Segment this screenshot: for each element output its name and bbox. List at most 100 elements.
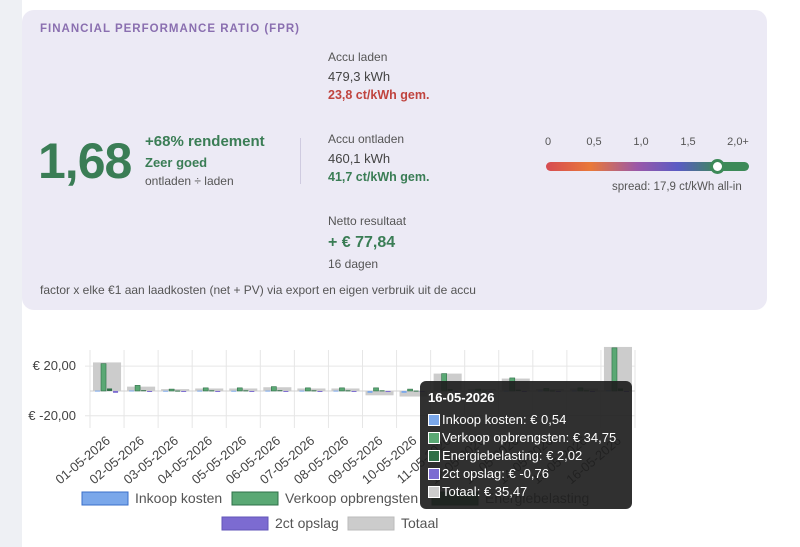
tooltip-text: Inkoop kosten: € 0,54	[442, 412, 567, 427]
bar-verkoop	[373, 387, 379, 392]
bar-totaal	[195, 388, 224, 391]
bar-opslag	[317, 390, 323, 392]
legend-swatch	[221, 516, 269, 531]
bar-verkoop	[305, 387, 311, 392]
bar-energie	[141, 390, 147, 392]
bar-totaal	[297, 388, 326, 391]
bar-opslag	[113, 390, 119, 393]
bar-verkoop	[168, 388, 175, 392]
legend-label: Inkoop kosten	[135, 490, 222, 506]
bar-inkoop	[231, 390, 237, 392]
bar-energie	[243, 390, 249, 392]
legend-swatch	[81, 491, 129, 506]
bar-energie	[379, 390, 385, 392]
netto-days: 16 dagen	[328, 257, 379, 271]
bar-totaal	[365, 390, 394, 396]
bar-energie	[311, 390, 317, 392]
bar-inkoop	[265, 390, 271, 392]
tooltip-swatch	[428, 467, 440, 480]
bar-verkoop	[100, 363, 107, 392]
bar-inkoop	[333, 390, 339, 392]
tooltip-row: Inkoop kosten: € 0,54	[428, 412, 566, 427]
fpr-footer-note: factor x elke €1 aan laadkosten (net + P…	[40, 283, 476, 297]
bar-energie	[413, 390, 419, 392]
y-tick-label: € -20,00	[28, 408, 76, 423]
fpr-ratio-value: 1,68	[38, 133, 132, 189]
bar-inkoop	[401, 390, 407, 393]
bar-opslag	[283, 390, 289, 392]
tooltip-swatch	[428, 449, 440, 462]
rating-text: Zeer goed	[145, 155, 208, 170]
bar-energie	[107, 388, 113, 391]
bar-inkoop	[163, 390, 169, 392]
tooltip-row: Totaal: € 35,47	[428, 484, 527, 499]
bar-inkoop	[95, 390, 101, 392]
fpr-card: FINANCIAL PERFORMANCE RATIO (FPR) 1,68 +…	[22, 10, 767, 310]
tooltip-swatch	[428, 431, 440, 444]
fpr-title: FINANCIAL PERFORMANCE RATIO (FPR)	[40, 23, 301, 35]
daily-cost-chart[interactable]: € 20,00€ -20,0001-05-202602-05-202603-05…	[22, 330, 800, 547]
y-tick-label: € 20,00	[33, 358, 76, 373]
accu-ontladen-label: Accu ontladen	[328, 132, 405, 146]
bar-totaal	[161, 389, 190, 391]
bar-opslag	[385, 390, 391, 392]
spread-text: spread: 17,9 ct/kWh all-in	[612, 181, 742, 193]
bar-opslag	[249, 390, 255, 392]
rendement-text: +68% rendement	[145, 133, 265, 150]
formula-text: ontladen ÷ laden	[145, 174, 234, 188]
netto-label: Netto resultaat	[328, 214, 407, 228]
chart-tooltip: 16-05-2026 Inkoop kosten: € 0,54 Verkoop…	[420, 381, 632, 509]
divider	[300, 138, 301, 184]
bar-verkoop	[339, 387, 345, 392]
tooltip-row: 2ct opslag: € -0,76	[428, 466, 549, 481]
bar-totaal	[331, 388, 360, 391]
tooltip-row: Energiebelasting: € 2,02	[428, 448, 582, 463]
bar-totaal	[127, 386, 156, 391]
page: FINANCIAL PERFORMANCE RATIO (FPR) 1,68 +…	[22, 0, 800, 547]
bar-inkoop	[197, 390, 203, 392]
fpr-scale-marker	[710, 159, 725, 174]
bar-energie	[277, 390, 283, 392]
bar-opslag	[181, 390, 187, 392]
tooltip-text: 2ct opslag: € -0,76	[442, 466, 549, 481]
bar-totaal	[229, 388, 258, 391]
fpr-scale-ticks: 0 0,5 1,0 1,5 2,0+	[542, 136, 772, 150]
scale-tick: 0	[544, 136, 552, 148]
bar-inkoop	[129, 390, 135, 392]
legend-label: Verkoop opbrengsten	[285, 490, 418, 506]
bar-verkoop	[271, 386, 277, 392]
tooltip-text: Totaal: € 35,47	[442, 484, 528, 499]
tooltip-swatch	[428, 413, 440, 426]
bar-verkoop	[236, 387, 243, 392]
bar-verkoop	[407, 388, 413, 392]
scale-tick: 1,5	[680, 136, 696, 148]
bar-energie	[209, 390, 215, 392]
scale-tick: 1,0	[633, 136, 649, 148]
bar-opslag	[351, 390, 357, 392]
legend-label: Totaal	[401, 515, 438, 531]
tooltip-title: 16-05-2026	[428, 390, 495, 405]
bar-opslag	[215, 390, 221, 392]
legend-swatch	[347, 516, 395, 531]
legend-swatch	[231, 491, 279, 506]
netto-value: + € 77,84	[328, 234, 396, 251]
bar-opslag	[147, 390, 153, 392]
tooltip-swatch	[428, 485, 440, 498]
fpr-scale-bar	[546, 162, 749, 171]
legend-label: 2ct opslag	[275, 515, 339, 531]
bar-energie	[175, 390, 181, 392]
accu-laden-label: Accu laden	[328, 50, 388, 64]
bar-totaal	[263, 387, 292, 391]
bar-verkoop	[202, 387, 209, 392]
bar-totaal	[399, 390, 428, 397]
scale-tick: 0,5	[586, 136, 602, 148]
accu-laden-kwh: 479,3 kWh	[328, 69, 391, 84]
bar-totaal	[93, 362, 122, 391]
bar-inkoop	[299, 390, 305, 392]
tooltip-text: Energiebelasting: € 2,02	[442, 448, 583, 463]
bar-inkoop	[367, 390, 373, 393]
tooltip-row: Verkoop opbrengsten: € 34,75	[428, 430, 616, 445]
scale-tick: 2,0+	[727, 136, 749, 148]
bar-energie	[345, 390, 351, 392]
tooltip-text: Verkoop opbrengsten: € 34,75	[442, 430, 617, 445]
